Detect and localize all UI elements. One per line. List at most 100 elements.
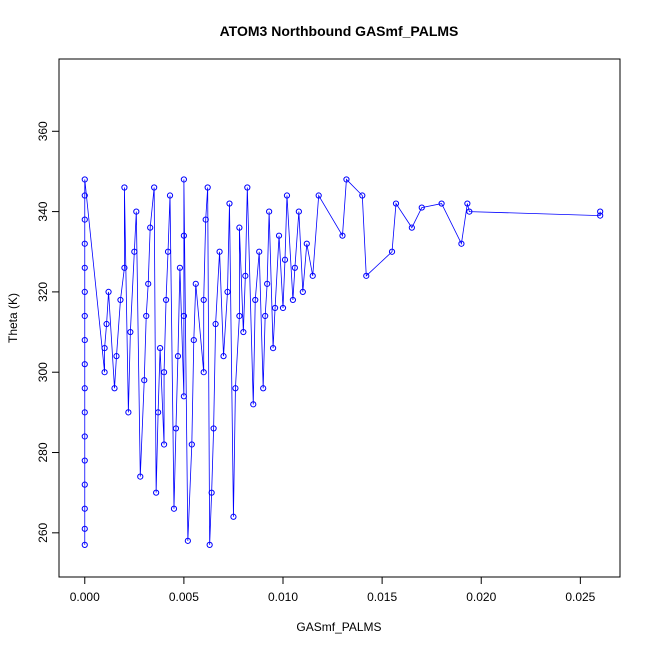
data-point	[418, 204, 425, 211]
data-point	[81, 336, 88, 344]
data-point	[81, 176, 88, 183]
data-point	[184, 537, 191, 544]
data-point	[166, 192, 174, 199]
data-point	[127, 328, 134, 336]
data-point	[111, 385, 118, 392]
data-point	[155, 409, 162, 416]
data-point	[202, 216, 209, 223]
data-point	[180, 393, 187, 400]
data-point	[260, 385, 267, 392]
data-point	[264, 280, 271, 287]
x-tick-label: 0.025	[565, 590, 595, 604]
data-point	[81, 505, 88, 512]
data-point	[113, 353, 120, 360]
data-point	[226, 200, 233, 207]
data-point	[180, 176, 187, 183]
series-layer	[81, 176, 604, 548]
data-point	[81, 433, 88, 440]
data-point	[232, 385, 239, 392]
data-point	[269, 345, 277, 352]
data-point	[242, 272, 249, 279]
data-point	[101, 369, 108, 376]
data-point	[250, 401, 257, 408]
data-point	[190, 336, 197, 344]
data-point	[174, 353, 182, 360]
data-point	[244, 184, 251, 191]
data-point	[388, 248, 396, 255]
data-point	[153, 489, 160, 496]
data-point	[281, 256, 289, 263]
data-point	[236, 224, 243, 231]
data-point	[81, 192, 88, 199]
x-tick-label: 0.015	[367, 590, 397, 604]
data-point	[101, 345, 108, 352]
data-point	[81, 457, 88, 464]
data-point	[408, 224, 415, 231]
data-point	[156, 345, 164, 352]
data-point	[392, 200, 400, 207]
data-point	[137, 473, 144, 480]
data-point	[309, 272, 316, 279]
data-point	[160, 441, 168, 448]
data-point	[438, 200, 445, 207]
data-point	[170, 505, 178, 512]
data-point	[145, 280, 152, 287]
data-point	[597, 212, 604, 219]
data-point	[81, 312, 88, 320]
data-point	[81, 288, 88, 295]
data-point	[200, 296, 207, 304]
x-tick-label: 0.010	[268, 590, 298, 604]
data-point	[141, 377, 148, 384]
x-tick-label: 0.020	[466, 590, 496, 604]
data-point	[125, 409, 132, 416]
data-point	[81, 525, 88, 532]
series-line	[84, 178, 601, 545]
data-point	[224, 288, 231, 295]
data-point	[252, 296, 259, 304]
data-point	[220, 353, 227, 360]
data-point	[458, 240, 465, 247]
data-point	[121, 184, 128, 191]
data-point	[81, 361, 88, 368]
data-point	[117, 296, 124, 304]
data-point	[212, 320, 219, 328]
data-point	[164, 248, 172, 255]
data-point	[289, 296, 297, 304]
data-point	[188, 441, 195, 448]
data-point	[339, 232, 346, 239]
data-point	[256, 248, 263, 255]
data-point	[466, 208, 473, 215]
data-point	[597, 208, 604, 215]
data-point	[204, 184, 211, 191]
data-point	[131, 248, 138, 255]
data-point	[303, 240, 310, 247]
data-point	[81, 541, 88, 548]
chart-title: ATOM3 Northbound GASmf_PALMS	[220, 23, 459, 39]
y-tick-label: 360	[36, 121, 50, 141]
data-point	[464, 200, 471, 207]
data-point	[151, 184, 158, 191]
data-point	[295, 208, 302, 215]
data-point	[81, 216, 88, 223]
data-point	[343, 176, 350, 183]
data-point	[192, 280, 199, 287]
data-point	[363, 272, 370, 279]
data-point	[180, 232, 187, 239]
data-point	[121, 264, 128, 271]
data-point	[230, 513, 237, 520]
data-point	[105, 288, 112, 295]
data-point	[81, 481, 88, 488]
y-tick-label: 300	[36, 362, 50, 382]
x-tick-label: 0.005	[169, 590, 199, 604]
data-point	[216, 248, 223, 255]
data-point	[266, 208, 273, 215]
data-point	[299, 288, 306, 295]
x-axis-label: GASmf_PALMS	[296, 620, 381, 634]
data-point	[359, 192, 366, 199]
y-axis: 260 280 300 320 340 360	[36, 121, 60, 543]
data-point	[275, 232, 283, 239]
data-point	[172, 425, 180, 432]
data-point	[81, 264, 88, 271]
data-point	[81, 240, 88, 247]
